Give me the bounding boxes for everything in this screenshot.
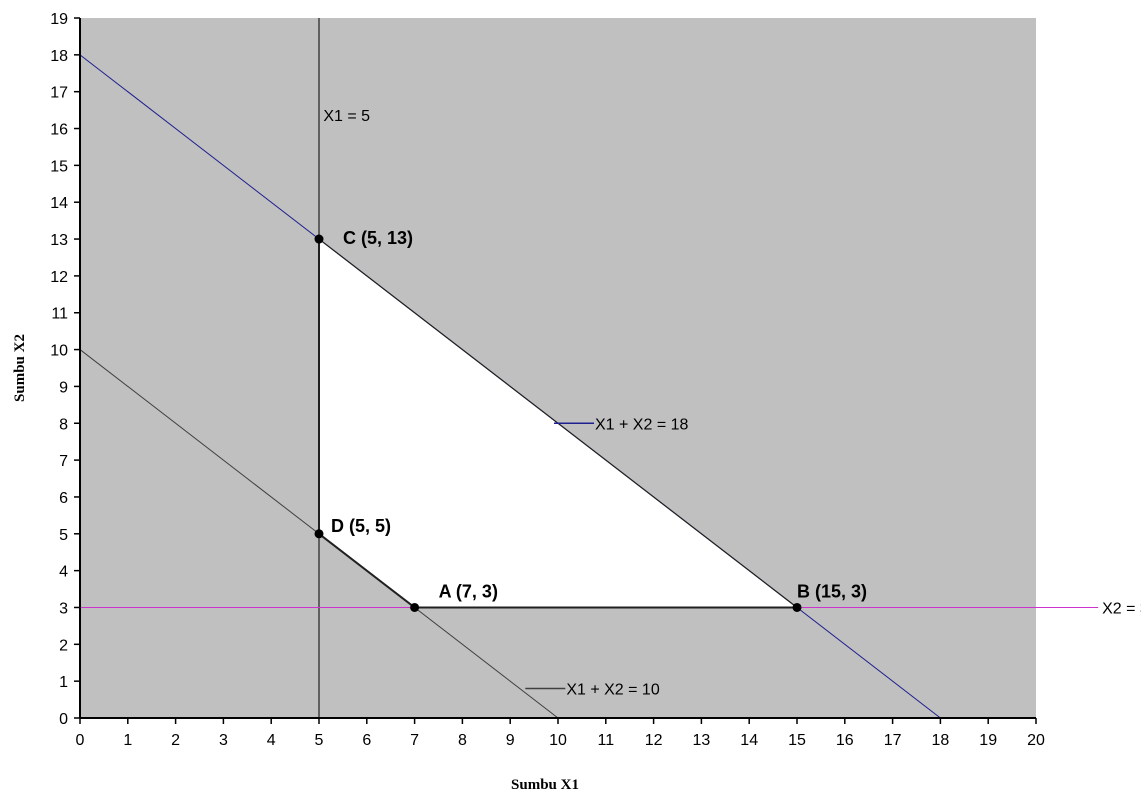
y-tick-label: 6 [59,490,68,507]
y-tick-label: 4 [59,564,68,581]
x-tick-label: 16 [836,732,854,749]
x-tick-label: 5 [315,732,324,749]
constraint-label-x2-eq-3: X2 = 3 [1102,600,1141,617]
x-tick-label: 3 [219,732,228,749]
y-tick-label: 5 [59,527,68,544]
x-tick-label: 4 [267,732,276,749]
x-axis-title: Sumbu X1 [511,777,579,793]
constraint-label-x1-plus-x2-18: X1 + X2 = 18 [595,416,689,433]
point-label-b: B (15, 3) [797,581,867,601]
y-tick-label: 11 [51,306,68,323]
y-tick-label: 3 [59,600,68,617]
y-tick-label: 17 [50,85,68,102]
y-tick-label: 8 [59,416,68,433]
x-tick-label: 11 [597,732,614,749]
x-tick-label: 1 [123,732,132,749]
plot-area [80,18,1036,718]
region-edge [318,532,416,609]
x-tick-label: 0 [76,732,85,749]
x-tick-label: 13 [693,732,711,749]
x-tick-label: 12 [645,732,663,749]
x-tick-label: 19 [979,732,997,749]
point-label-a: A (7, 3) [439,581,498,601]
y-axis-title: Sumbu X2 [12,334,28,402]
point-d [314,529,324,539]
constraint-label-x1-plus-x2-10: X1 + X2 = 10 [566,682,660,699]
y-tick-label: 0 [59,711,68,728]
x-tick-label: 9 [506,732,515,749]
point-label-d: D (5, 5) [331,516,391,536]
x-tick-label: 8 [458,732,467,749]
y-tick-label: 10 [50,343,68,360]
y-tick-label: 7 [59,453,68,470]
x-tick-label: 20 [1027,732,1045,749]
point-a [410,602,420,612]
point-label-c: C (5, 13) [343,228,413,248]
y-tick-label: 2 [59,637,68,654]
x-tick-label: 15 [788,732,806,749]
x-tick-label: 10 [549,732,567,749]
x-tick-label: 6 [362,732,371,749]
x-tick-label: 14 [740,732,758,749]
point-b [792,602,802,612]
y-tick-label: 19 [50,11,68,28]
x-tick-label: 18 [932,732,950,749]
x-tick-label: 7 [410,732,419,749]
y-tick-label: 12 [50,269,68,286]
constraint-label-x1-eq-5: X1 = 5 [323,108,370,125]
y-tick-label: 15 [50,158,68,175]
x-tick-label: 17 [884,732,902,749]
y-tick-label: 14 [50,195,68,212]
point-c [314,234,324,244]
y-tick-label: 16 [50,122,68,139]
y-tick-label: 1 [59,674,68,691]
y-tick-label: 18 [50,48,68,65]
y-tick-label: 9 [59,379,68,396]
x-tick-label: 2 [171,732,180,749]
y-tick-label: 13 [50,232,68,249]
